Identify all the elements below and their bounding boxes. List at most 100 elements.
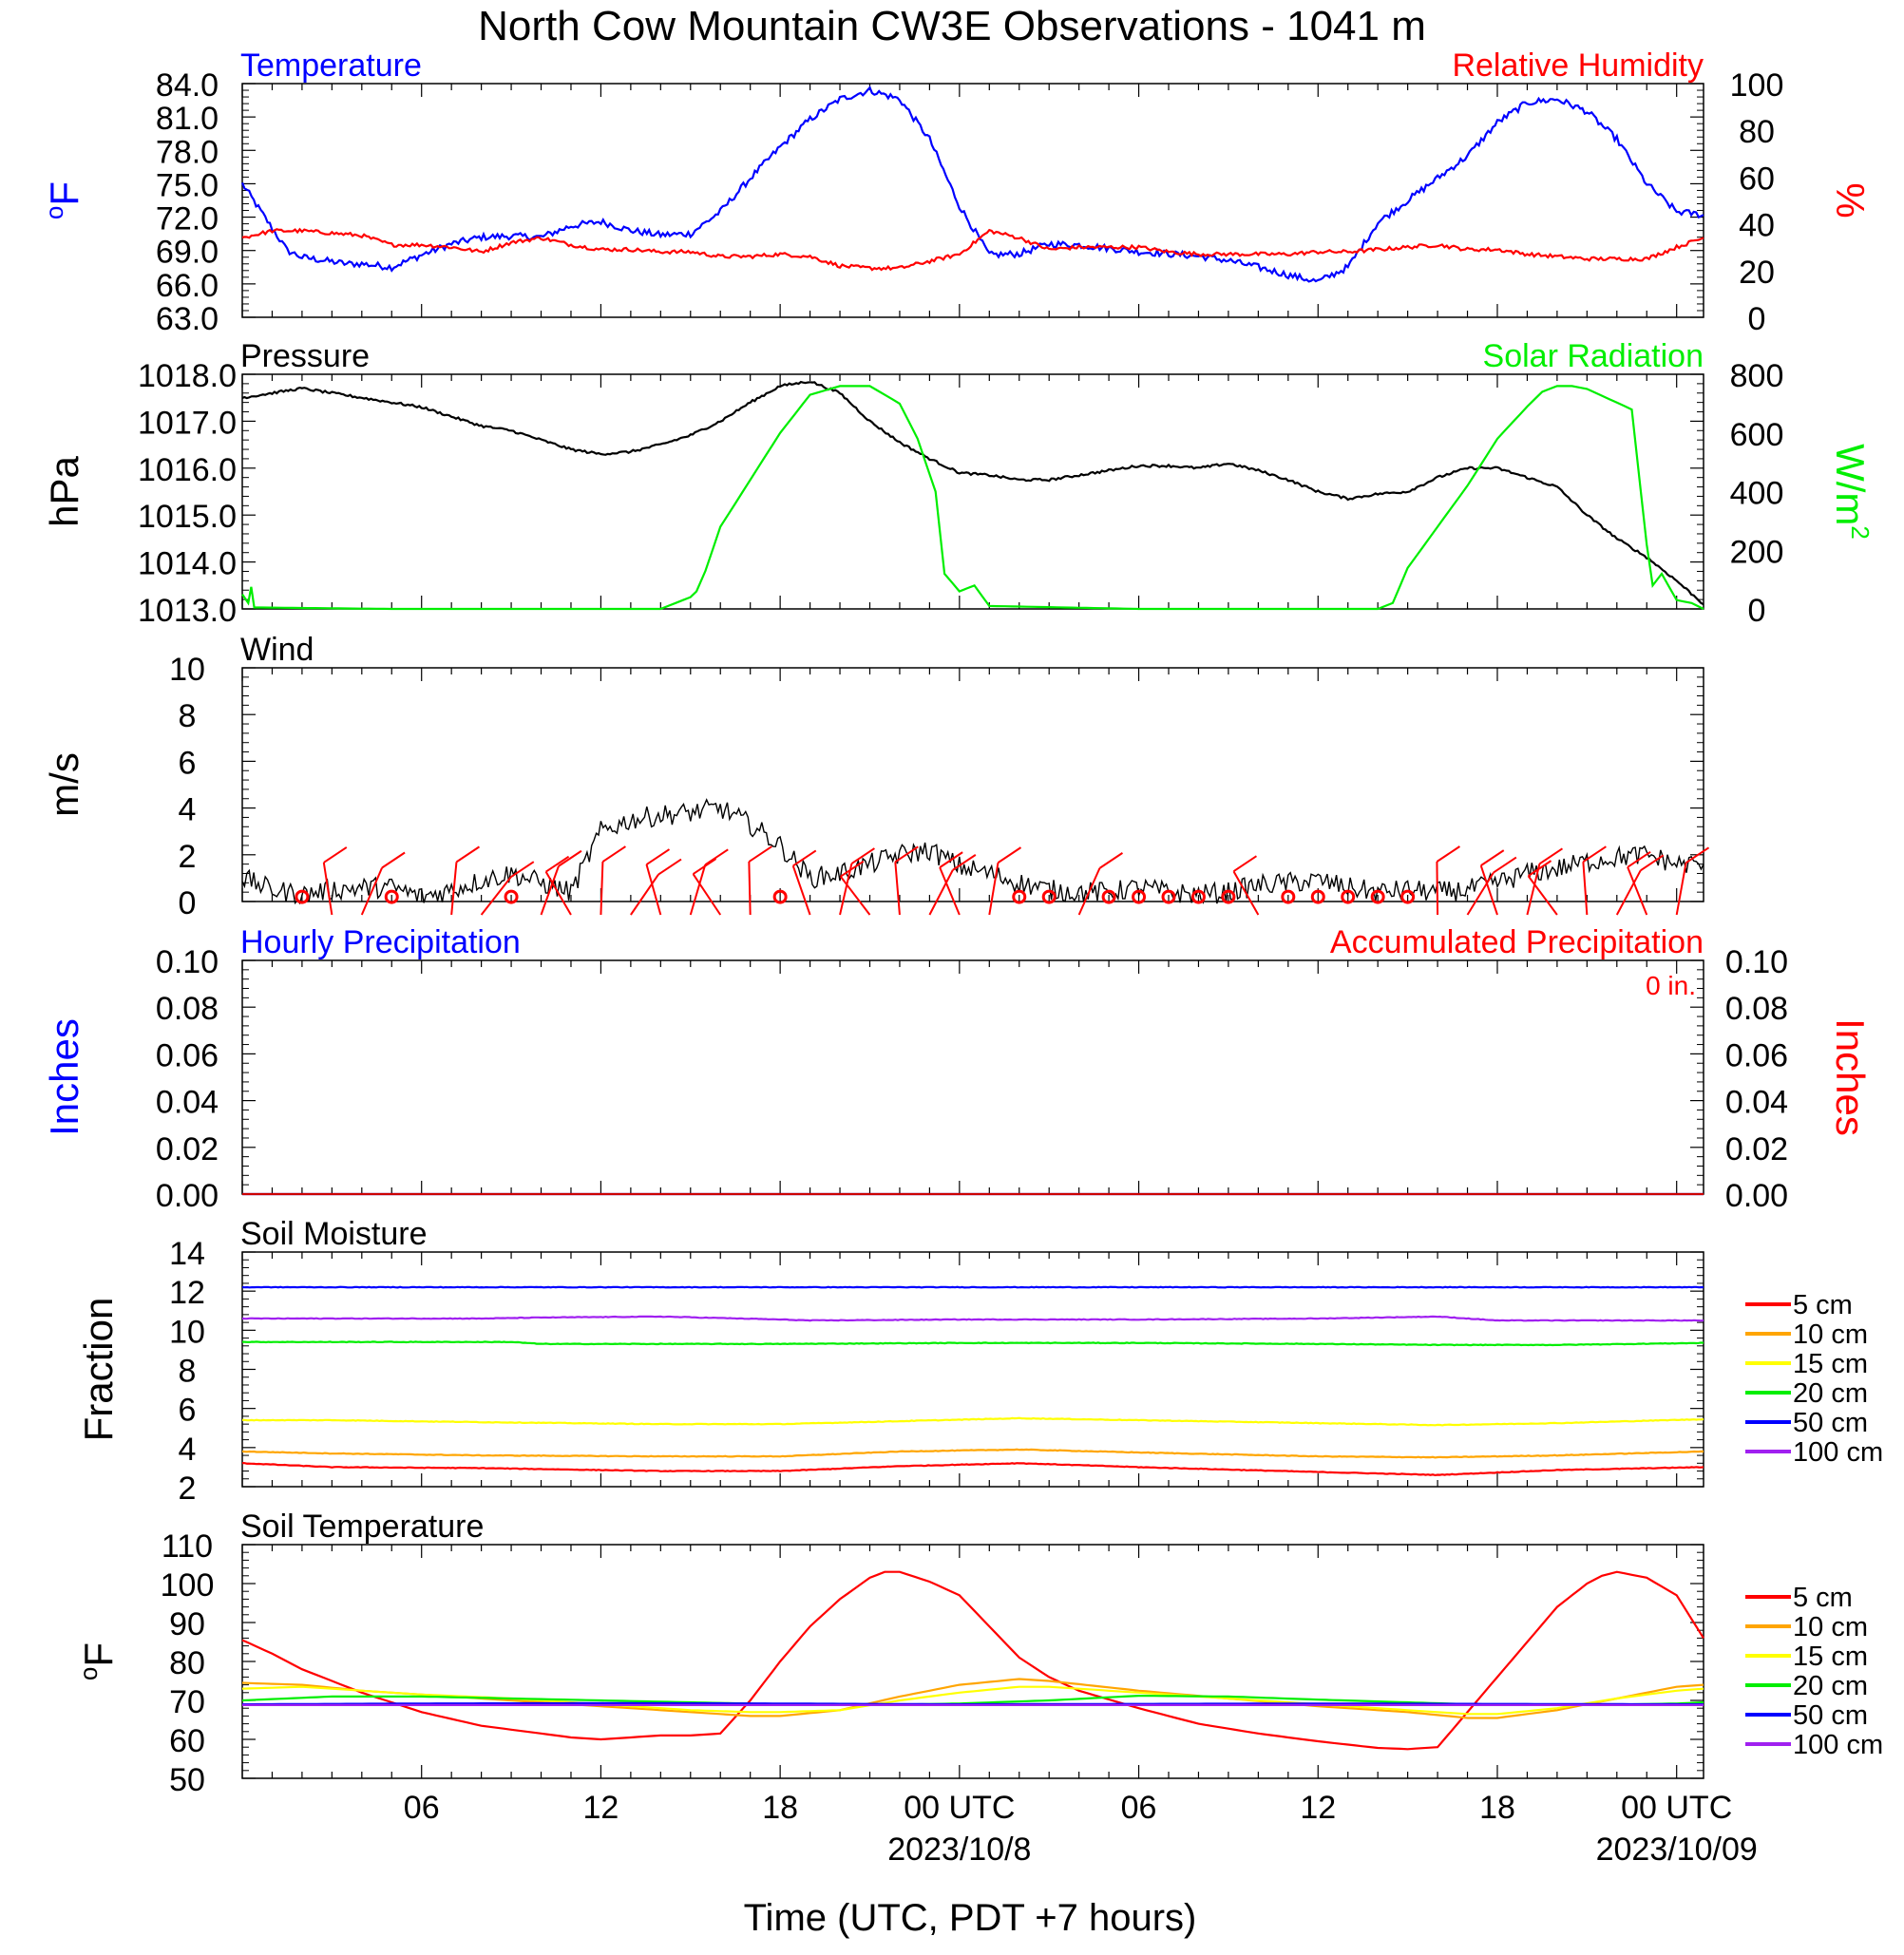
wind-calm-marker [1132,889,1147,904]
y-tick-label-left: 0.10 [156,944,219,980]
y-tick-label-left: 0.00 [156,1178,219,1214]
panel-3: 0 2 4 6 8 10 Wind m/s [42,632,1710,921]
y-tick-label-left: 69.0 [156,235,219,271]
series-line-20cm [242,1340,1704,1347]
y-tick-label-left: 0 [179,885,197,921]
y-tick-label-right: 0.06 [1725,1037,1788,1073]
y-tick-label-left: 81.0 [156,101,219,137]
figure-title: North Cow Mountain CW3E Observations - 1… [478,3,1426,49]
x-date-label: 2023/10/09 [1596,1832,1758,1868]
y-axis-label-left: m/s [42,752,86,817]
y-tick-label-left: 1018.0 [138,358,237,394]
wind-barb-staff [988,862,1000,916]
wind-barb-flag [894,845,919,864]
y-tick-label-left: 75.0 [156,167,219,203]
wind-barb-flag [1480,849,1505,866]
y-tick-label-right: 0.02 [1725,1131,1788,1167]
wind-barb-staff [360,867,383,916]
wind-barb-flag [657,858,682,876]
y-tick-label-right: 80 [1739,114,1775,150]
wind-barb-staff [322,862,333,916]
series-line-1 [241,385,1704,611]
panel-title-left: Pressure [240,338,370,374]
y-tick-label-right: 0 [1748,301,1766,337]
x-date-label: 2023/10/8 [887,1832,1031,1868]
wind-calm-marker [295,889,310,904]
panel-title-right: Accumulated Precipitation [1330,924,1704,960]
wind-barb-staff [1077,867,1101,916]
y-tick-label-right: 0.00 [1725,1178,1788,1214]
y-tick-label-left: 14 [169,1236,205,1272]
series-line-5cm [241,1570,1704,1751]
wind-barb-flag [558,849,582,867]
panel-4: 0.00 0.02 0.04 0.06 0.08 0.10 0.00 0.02 0.04 0.06… [42,924,1873,1214]
legend-label: 10 cm [1793,1319,1868,1350]
x-tick-label: 00 UTC [1621,1790,1732,1826]
series-line-1 [241,227,1704,272]
wind-barb-flag [850,847,875,864]
degree-mark: o [40,206,68,219]
unit-f: F [76,1642,121,1667]
y-tick-label-right: 800 [1730,358,1784,394]
y-tick-label-left: 0.02 [156,1131,219,1167]
y-tick-label-right: 600 [1730,417,1784,453]
wind-barb-staff [1582,862,1589,916]
wind-barb-flag [1493,856,1517,874]
wind-barb-flag [792,849,817,867]
legend-label: 20 cm [1793,1671,1868,1701]
y-tick-label-left: 2 [179,1471,197,1507]
legend-label: 5 cm [1793,1583,1853,1613]
wind-barb-staff [480,876,512,916]
y-tick-label-left: 110 [162,1528,213,1565]
wind-barb-staff [630,874,659,916]
y-tick-label-right: 0.10 [1725,944,1788,980]
wind-barb-staff [450,862,458,916]
unit-w-per-m: W/m [1828,444,1873,525]
y-tick-label-left: 10 [169,1314,205,1350]
wind-barb-flag [1232,855,1258,873]
y-tick-label-left: 4 [179,1432,197,1468]
y-axis-label-left: oF [40,181,86,219]
legend-label: 15 cm [1793,1349,1868,1379]
series-line-10cm [241,1678,1704,1719]
y-tick-label-right: 0 [1748,593,1766,629]
wind-barb-flag [1685,846,1710,864]
panel-1: 63.066.069.072.075.078.081.084.0 0 20 40 60 8… [40,47,1873,337]
y-tick-label-left: 60 [169,1723,205,1759]
y-tick-label-left: 70 [169,1684,205,1720]
unit-f: F [42,181,86,206]
y-tick-label-left: 0.08 [156,991,219,1027]
legend-label: 20 cm [1793,1378,1868,1409]
y-tick-label-right: 100 [1730,67,1784,104]
series-line-50cm [241,1285,1704,1289]
legend-label: 100 cm [1793,1437,1883,1468]
y-tick-label-left: 78.0 [156,134,219,170]
y-tick-label-left: 6 [179,1393,197,1429]
wind-barb-staff [600,862,604,916]
y-tick-label-left: 0.04 [156,1085,219,1121]
panel-title-left: Temperature [240,47,422,84]
series-line-0 [241,798,1704,905]
wind-calm-marker [1221,889,1236,904]
accumulated-total-label: 0 in. [1646,971,1696,1000]
wind-barb-flag [1527,860,1552,877]
wind-calm-marker [1341,889,1356,904]
y-axis-label-right: % [1828,182,1873,218]
wind-calm-marker [1281,889,1296,904]
wind-barb-flag [952,854,977,871]
y-tick-label-left: 100 [161,1567,215,1604]
y-tick-label-left: 84.0 [156,67,219,104]
wind-barb-flag [997,846,1022,864]
x-tick-label: 18 [762,1790,798,1826]
wind-calm-marker [772,889,788,904]
wind-barb-staff [1232,870,1260,916]
wind-barb-flag [510,861,535,879]
wind-calm-marker [1101,889,1116,904]
y-tick-label-left: 1017.0 [138,405,237,441]
wind-barb-flag [1538,847,1563,865]
wind-barb-staff [1466,872,1495,916]
y-tick-label-left: 72.0 [156,201,219,237]
panel-title-right: Relative Humidity [1452,47,1704,84]
panel-frame [241,373,1704,610]
